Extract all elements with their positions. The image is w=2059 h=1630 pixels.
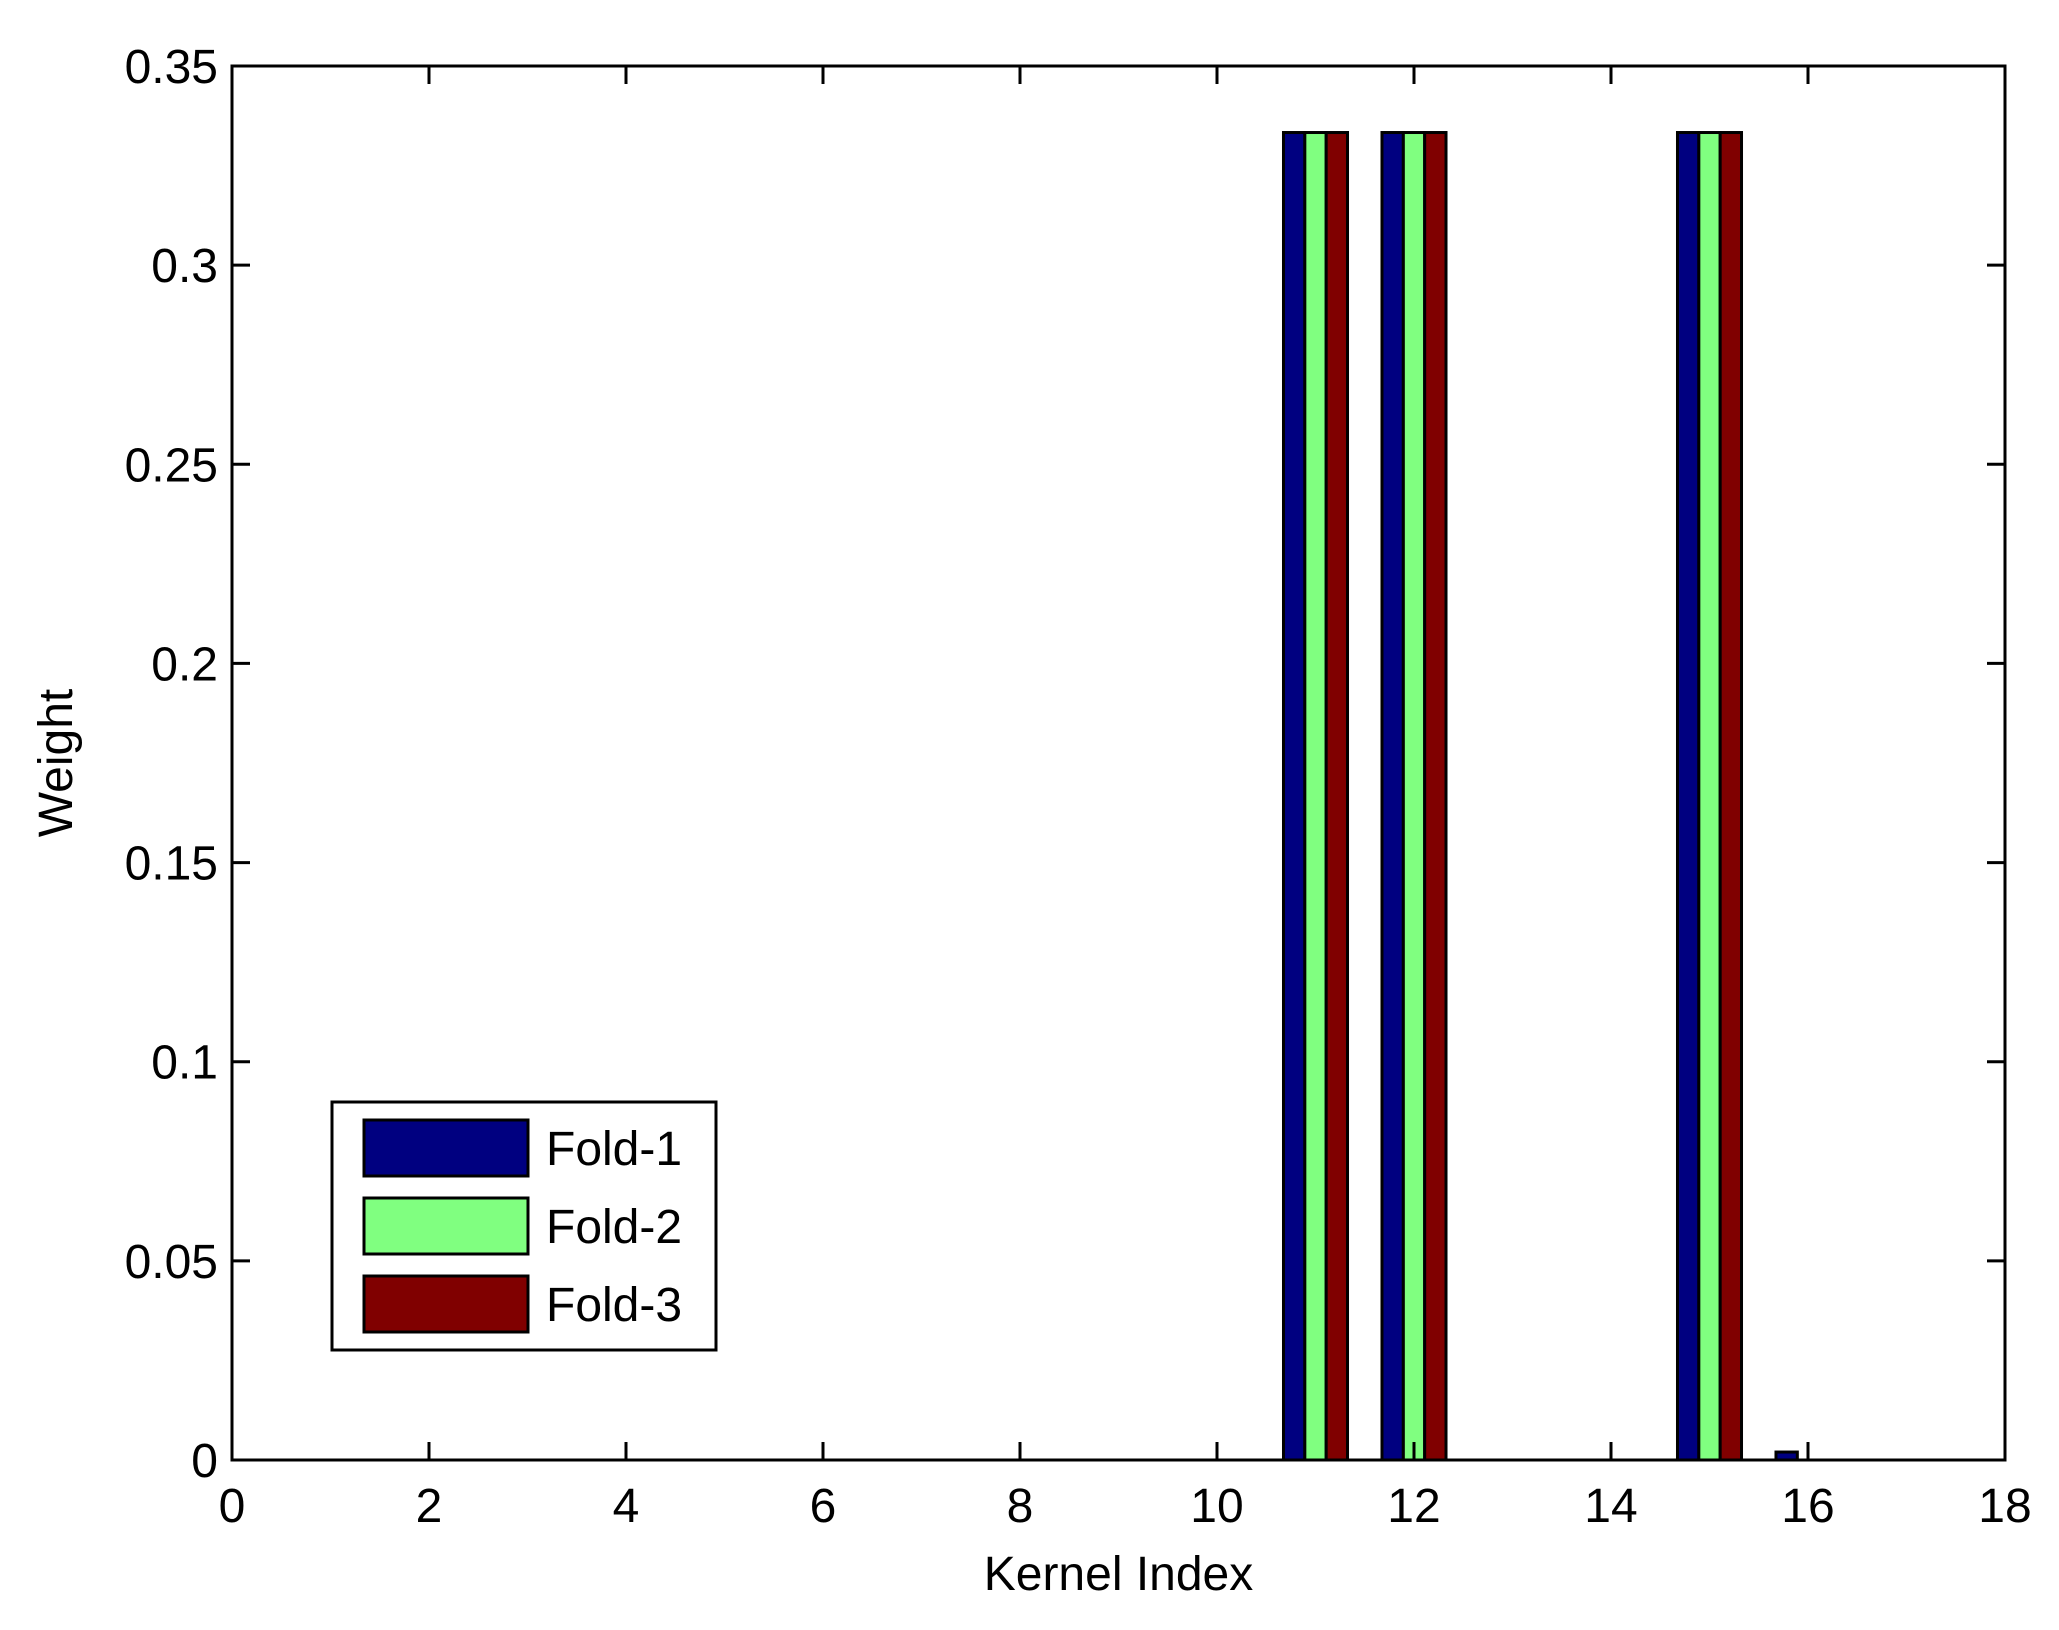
y-tick-label: 0.05 <box>125 1236 218 1289</box>
y-tick-label: 0.15 <box>125 838 218 891</box>
legend-swatch-fold-3 <box>362 1274 530 1334</box>
bar-fold-2-kernel-15 <box>1697 131 1722 1462</box>
y-tick-label: 0.25 <box>125 439 218 492</box>
x-tick-label: 14 <box>1584 1480 1637 1533</box>
x-tick-label: 8 <box>1007 1480 1034 1533</box>
plot-frame <box>230 64 2007 1462</box>
x-tick-label: 0 <box>219 1480 246 1533</box>
x-tick-label: 18 <box>1978 1480 2031 1533</box>
y-tick-label: 0.3 <box>151 240 218 293</box>
legend: Fold-1 Fold-2 Fold-3 <box>330 1100 718 1352</box>
legend-swatch-fold-2 <box>362 1196 530 1256</box>
y-tick-label: 0.2 <box>151 638 218 691</box>
y-tick-label: 0.1 <box>151 1037 218 1090</box>
x-tick-label: 4 <box>613 1480 640 1533</box>
bar-layer <box>1281 131 1799 1462</box>
x-tick-label: 10 <box>1190 1480 1243 1533</box>
x-tick-label: 2 <box>416 1480 443 1533</box>
bar-fold-2-kernel-12 <box>1401 131 1427 1462</box>
bar-fold-3-kernel-11 <box>1324 131 1350 1462</box>
legend-label-fold-3: Fold-3 <box>546 1279 682 1332</box>
bar-fold-3-kernel-12 <box>1423 131 1448 1462</box>
tick-label-layer: 0 2 4 6 8 10 12 14 16 18 0 0.05 0.1 0.15 0.2 0.25 0.3 0.3… <box>125 41 2032 1533</box>
legend-swatch-fold-1 <box>362 1118 530 1178</box>
x-tick-label: 6 <box>810 1480 837 1533</box>
x-tick-label: 16 <box>1781 1480 1834 1533</box>
y-tick-label: 0 <box>191 1435 218 1488</box>
bar-fold-3-kernel-15 <box>1718 131 1744 1462</box>
bar-fold-1-kernel-12 <box>1380 131 1405 1462</box>
x-axis-label: Kernel Index <box>984 1548 1254 1601</box>
legend-label-fold-1: Fold-1 <box>546 1123 682 1176</box>
legend-label-fold-2: Fold-2 <box>546 1201 682 1254</box>
bar-fold-2-kernel-11 <box>1303 131 1328 1462</box>
y-axis-label: Weight <box>30 689 83 838</box>
bar-fold-1-kernel-11 <box>1281 131 1307 1462</box>
x-tick-label: 12 <box>1387 1480 1440 1533</box>
y-tick-label: 0.35 <box>125 41 218 94</box>
bar-fold-1-kernel-15 <box>1675 131 1701 1462</box>
